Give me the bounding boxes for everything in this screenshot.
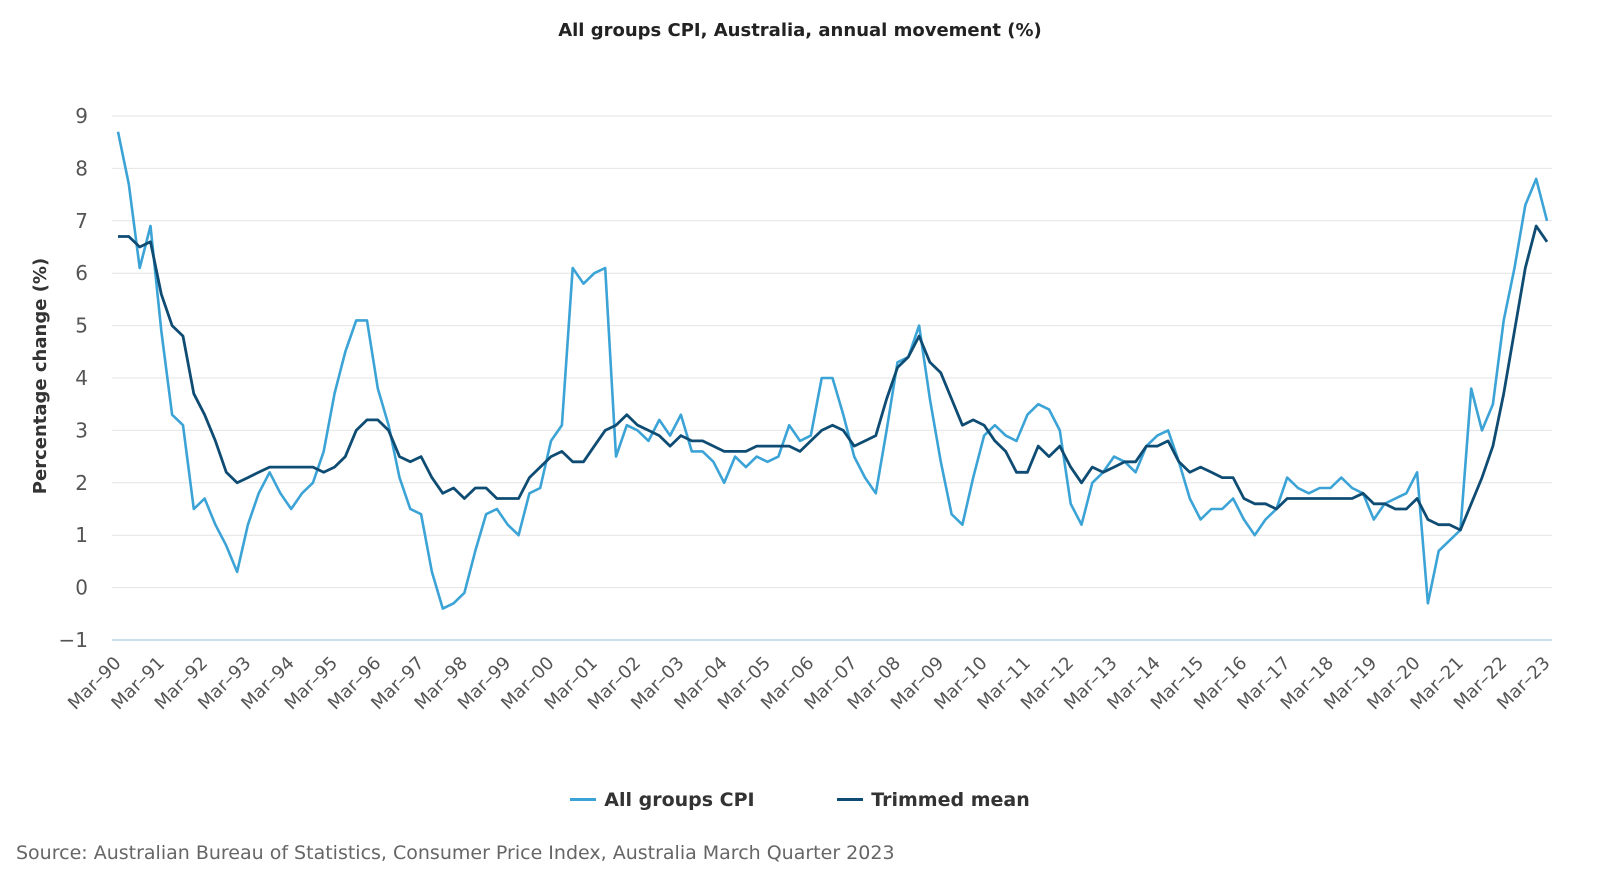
y-tick-label: 4 (75, 366, 88, 390)
y-tick-label: 5 (75, 314, 88, 338)
y-tick-label: 6 (75, 261, 88, 285)
y-tick-label: 0 (75, 576, 88, 600)
legend-swatch-all-groups-cpi (570, 798, 597, 801)
x-axis-ticks: Mar–90Mar–91Mar–92Mar–93Mar–94Mar–95Mar–… (64, 653, 1554, 714)
legend-label-trimmed-mean: Trimmed mean (871, 788, 1030, 811)
series-lines (116, 131, 1549, 610)
y-axis-title: Percentage change (%) (30, 258, 51, 494)
y-tick-label: −1 (59, 628, 88, 652)
y-tick-label: 7 (75, 209, 88, 233)
y-axis-ticks: 9 8 7 6 5 4 3 2 1 0 −1 (59, 104, 88, 652)
grid-lines (112, 115, 1552, 641)
legend-item-all-groups-cpi[interactable]: All groups CPI (570, 788, 755, 811)
series-line-all-groups-cpi[interactable] (116, 131, 1549, 610)
legend-item-trimmed-mean[interactable]: Trimmed mean (837, 789, 1030, 811)
y-tick-label: 9 (75, 104, 88, 128)
legend-swatch-trimmed-mean (837, 798, 864, 801)
legend-label-all-groups-cpi: All groups CPI (604, 788, 755, 811)
chart-title: All groups CPI, Australia, annual moveme… (558, 20, 1042, 41)
y-tick-label: 8 (75, 156, 88, 180)
series-line-trimmed-mean[interactable] (118, 224, 1549, 532)
y-tick-label: 2 (75, 471, 88, 495)
y-tick-label: 1 (75, 523, 88, 547)
legend: All groups CPI Trimmed mean (0, 784, 1600, 811)
y-tick-label: 3 (75, 418, 88, 442)
source-note: Source: Australian Bureau of Statistics,… (16, 842, 895, 864)
